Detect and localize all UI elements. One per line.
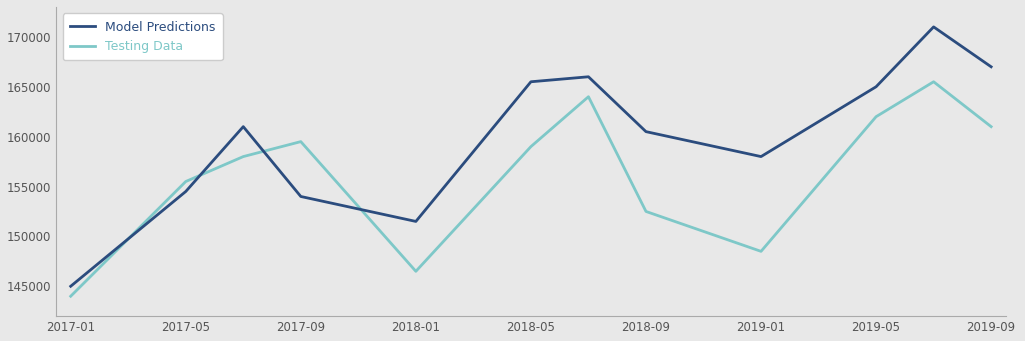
Testing Data [410,269,422,273]
Testing Data [928,80,940,84]
Testing Data [237,154,249,159]
Testing Data [294,139,306,144]
Model Predictions [870,85,883,89]
Model Predictions [525,80,537,84]
Testing Data [525,145,537,149]
Model Predictions [582,75,594,79]
Model Predictions [985,65,997,69]
Testing Data [179,179,192,183]
Testing Data [870,115,883,119]
Model Predictions [65,284,77,288]
Testing Data [582,95,594,99]
Line: Testing Data: Testing Data [71,82,991,296]
Model Predictions [754,154,767,159]
Model Predictions [294,194,306,198]
Testing Data [754,249,767,253]
Model Predictions [640,130,652,134]
Testing Data [640,209,652,213]
Model Predictions [410,219,422,223]
Legend: Model Predictions, Testing Data: Model Predictions, Testing Data [63,13,222,60]
Testing Data [985,124,997,129]
Line: Model Predictions: Model Predictions [71,27,991,286]
Model Predictions [928,25,940,29]
Model Predictions [179,190,192,194]
Model Predictions [237,124,249,129]
Testing Data [65,294,77,298]
